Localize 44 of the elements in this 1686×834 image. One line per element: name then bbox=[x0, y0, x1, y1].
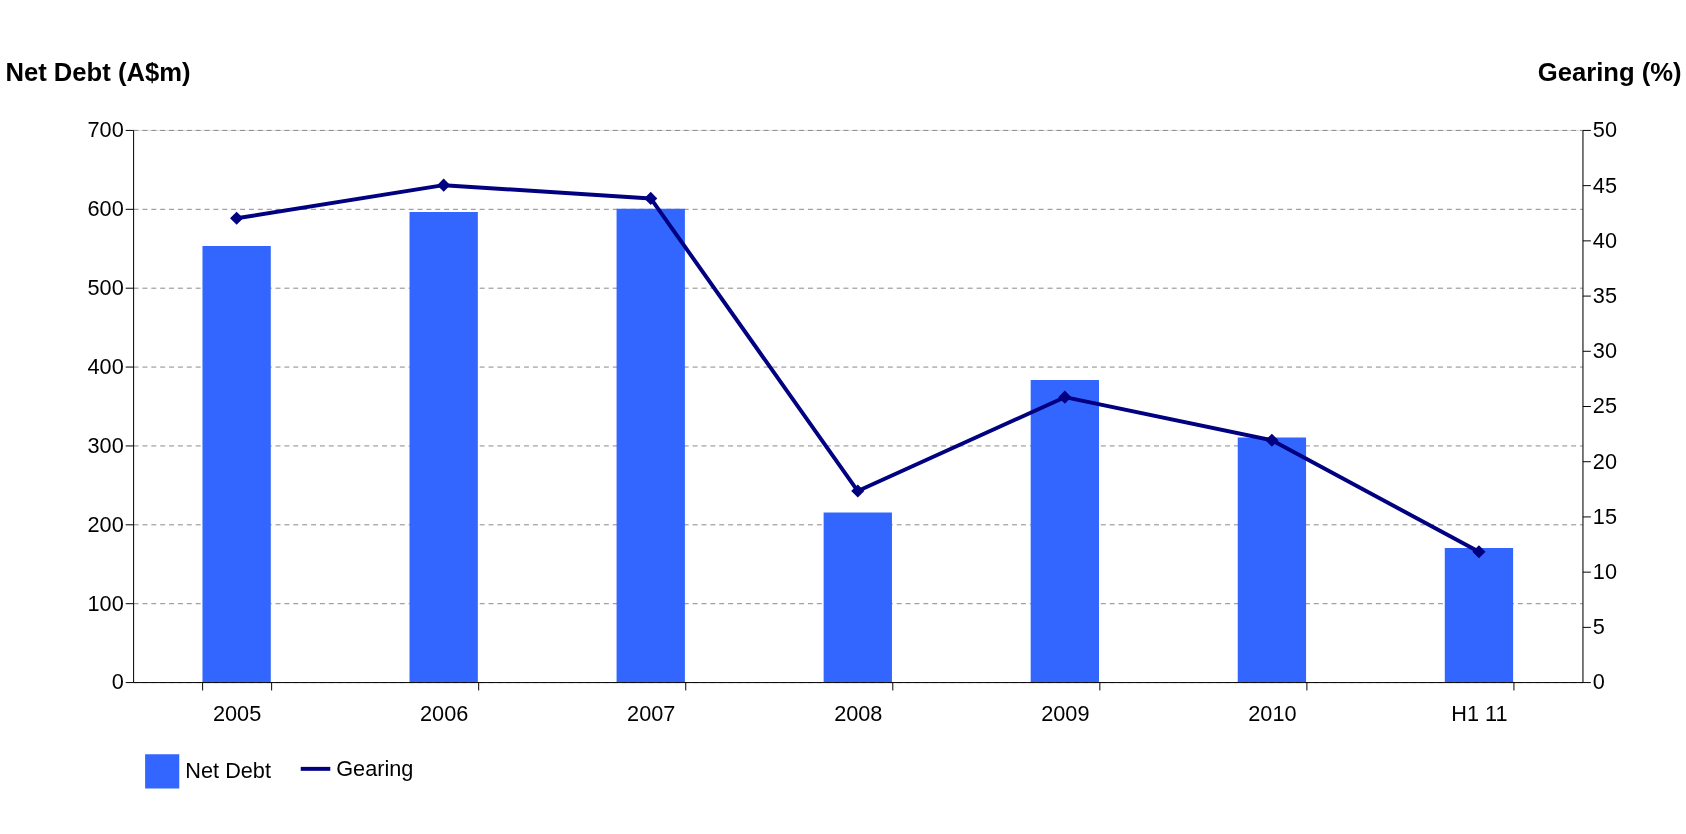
y-tick-label: 200 bbox=[87, 511, 124, 537]
x-tick-label: 2007 bbox=[627, 701, 676, 727]
y2-tick-label: 50 bbox=[1592, 117, 1617, 143]
x-tick-label: 2009 bbox=[1041, 701, 1090, 727]
y-tick-label: 300 bbox=[87, 432, 124, 458]
point bbox=[1265, 434, 1279, 447]
x-tick-label: 2008 bbox=[834, 701, 883, 727]
point bbox=[644, 192, 657, 205]
y2-tick-label: 0 bbox=[1592, 669, 1605, 695]
y2-tick-label: 15 bbox=[1592, 503, 1617, 529]
y2-tick-label: 20 bbox=[1592, 448, 1617, 474]
y2-tick-label: 30 bbox=[1592, 338, 1617, 364]
point bbox=[437, 179, 450, 192]
bar bbox=[823, 512, 892, 683]
y2-tick-label: 25 bbox=[1592, 393, 1617, 419]
legend-label: Gearing bbox=[336, 755, 414, 781]
y-tick-label: 400 bbox=[87, 353, 124, 379]
x-tick-label: H1 11 bbox=[1451, 701, 1508, 727]
y-tick-label: 700 bbox=[87, 117, 124, 143]
bar bbox=[1237, 437, 1307, 683]
y-tick-label: 100 bbox=[87, 590, 124, 616]
point bbox=[1472, 545, 1486, 558]
y2-axis-title: Gearing (%) bbox=[1537, 58, 1682, 87]
y-tick-label: 600 bbox=[87, 196, 124, 222]
point bbox=[851, 484, 864, 498]
y-tick-label: 500 bbox=[87, 275, 124, 301]
x-tick-label: 2006 bbox=[420, 701, 469, 727]
legend-label: Net Debt bbox=[185, 758, 271, 784]
bar bbox=[616, 208, 685, 683]
bar bbox=[1444, 547, 1514, 683]
y2-tick-label: 5 bbox=[1592, 614, 1605, 640]
bar bbox=[202, 245, 271, 683]
y2-tick-label: 10 bbox=[1592, 559, 1617, 585]
y2-tick-label: 35 bbox=[1592, 282, 1617, 308]
y2-tick-label: 40 bbox=[1592, 227, 1617, 253]
point bbox=[230, 212, 243, 225]
x-tick-label: 2005 bbox=[213, 701, 262, 727]
y2-tick-label: 45 bbox=[1592, 172, 1617, 198]
point bbox=[1058, 391, 1071, 404]
y-tick-label: 0 bbox=[111, 669, 124, 695]
bar bbox=[1030, 379, 1100, 683]
x-tick-label: 2010 bbox=[1248, 701, 1297, 727]
bar bbox=[409, 211, 478, 683]
y-axis-title: Net Debt (A$m) bbox=[5, 58, 191, 87]
